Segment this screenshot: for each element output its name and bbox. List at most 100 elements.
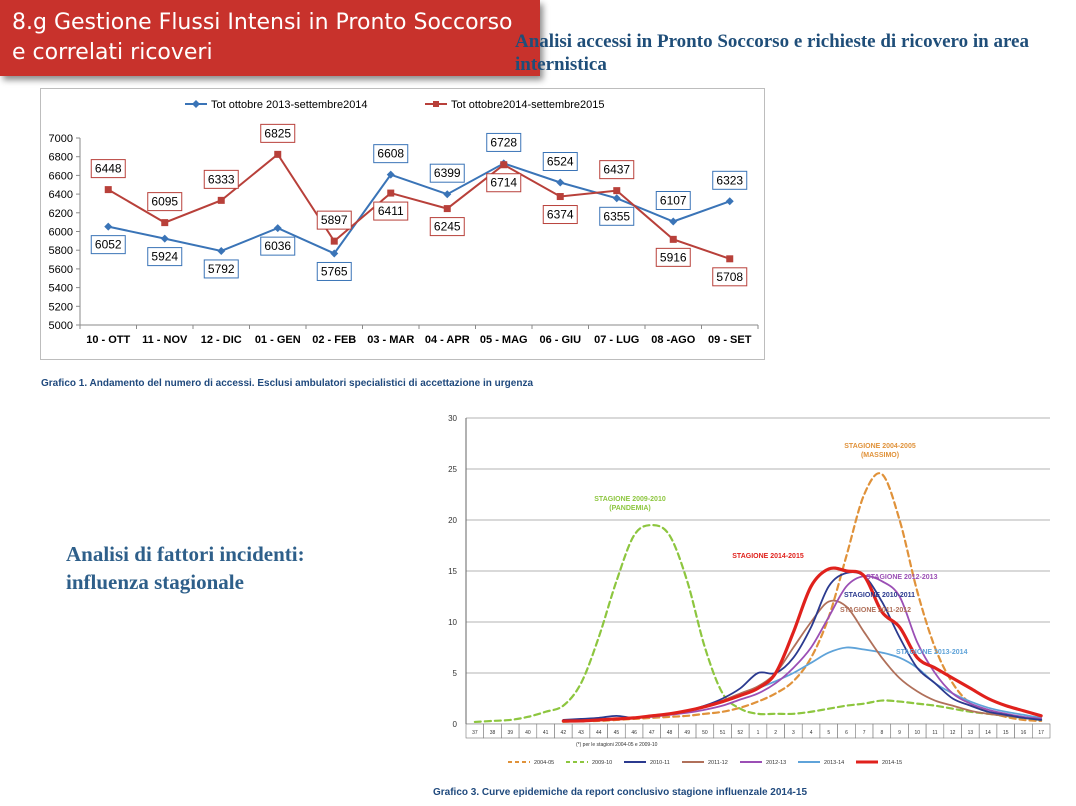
chart1-x-tick-label: 03 - MAR <box>367 334 414 346</box>
chart1-point <box>273 224 282 233</box>
chart1-data-label-box <box>429 217 465 237</box>
chart2-week-label: 39 <box>507 730 513 736</box>
chart1-y-tick-label: 6600 <box>49 170 73 182</box>
chart1-caption: Grafico 1. Andamento del numero di acces… <box>41 378 534 389</box>
chart2-legend-label: 2012-13 <box>766 760 786 766</box>
chart2-annotation: STAGIONE 2013-2014 <box>896 649 968 656</box>
chart2-series-curve <box>561 566 1043 723</box>
chart1-data-label: 5792 <box>208 262 235 276</box>
chart2-week-label: 8 <box>880 730 883 736</box>
chart1-point <box>613 187 621 195</box>
chart2-week-label: 40 <box>525 730 531 736</box>
chart1-data-label: 6052 <box>95 238 122 252</box>
chart2-series-curve <box>562 575 1043 722</box>
chart2-legend-label: 2010-11 <box>650 760 670 766</box>
chart1-data-label-box <box>316 261 352 281</box>
chart1-data-label: 6399 <box>434 166 461 180</box>
chart1-data-label: 6728 <box>490 135 517 149</box>
chart2-y-tick-label: 30 <box>448 414 457 423</box>
chart1-data-label: 6333 <box>208 172 235 186</box>
chart2-week-label: 45 <box>614 730 620 736</box>
chart1-data-label: 5924 <box>151 250 178 264</box>
chart2-annotation: STAGIONE 2011-2012 <box>840 607 911 614</box>
chart1-y-tick-label: 7000 <box>49 133 73 145</box>
page-subtitle: Analisi accessi in Pronto Soccorso e ric… <box>515 31 1029 75</box>
chart2-week-label: 46 <box>631 730 637 736</box>
chart1-data-label-box <box>90 159 126 179</box>
chart1-point <box>443 190 452 199</box>
chart1-x-tick-label: 06 - GIU <box>539 334 581 346</box>
chart1-point <box>217 196 225 204</box>
chart1-x-tick-label: 12 - DIC <box>201 334 242 346</box>
chart1-data-label: 6245 <box>434 220 461 234</box>
chart1-point <box>104 222 113 231</box>
chart1-y-tick-label: 6800 <box>49 152 73 164</box>
chart1-data-label-box <box>260 123 296 143</box>
chart1-data-label: 5897 <box>321 213 348 227</box>
chart1-data-label: 6608 <box>377 147 404 161</box>
chart2-week-label: 11 <box>932 730 937 736</box>
chart2-week-label: 43 <box>578 730 584 736</box>
chart1-data-label-box <box>429 163 465 183</box>
chart1-point <box>556 193 564 201</box>
chart1-data-label-box <box>712 170 748 190</box>
chart1-data-label-box <box>90 235 126 255</box>
chart1-data-label-box <box>373 144 409 164</box>
chart2-week-label: 50 <box>702 730 708 736</box>
chart2-week-label: 6 <box>845 730 848 736</box>
chart1-point <box>274 150 282 158</box>
chart2-series-curve <box>562 571 1043 721</box>
chart2-week-label: 7 <box>863 730 866 736</box>
chart1-data-label: 5916 <box>660 250 687 264</box>
chart2-week-label: 17 <box>1038 730 1044 736</box>
chart1-data-label: 6411 <box>378 204 404 218</box>
chart1-x-tick-label: 07 - LUG <box>594 334 639 346</box>
chart1-data-label-box <box>599 206 635 226</box>
side-heading: Analisi di fattori incidenti: influenza … <box>66 540 396 596</box>
chart1-y-tick-label: 6200 <box>49 208 73 220</box>
chart2-week-label: 12 <box>950 730 956 736</box>
chart1-data-label: 6107 <box>660 193 687 207</box>
chart1-point <box>500 161 508 169</box>
chart2-legend-label: 2013-14 <box>824 760 844 766</box>
chart1-data-label-box <box>316 210 352 230</box>
chart1-x-tick-label: 09 - SET <box>708 334 752 346</box>
chart1-data-label: 5765 <box>321 264 348 278</box>
chart1-legend-marker <box>192 100 200 108</box>
chart1-point <box>386 170 395 179</box>
chart1-data-label: 6036 <box>264 239 291 253</box>
chart2-week-label: 1 <box>757 730 760 736</box>
chart1-point <box>726 255 734 263</box>
chart2-week-label: 38 <box>490 730 496 736</box>
chart2-legend-label: 2004-05 <box>534 760 554 766</box>
chart2-week-label: 51 <box>720 730 726 736</box>
chart1-point <box>556 178 565 187</box>
chart1-point <box>669 235 677 243</box>
chart2-annotation: STAGIONE 2014-2015 <box>732 553 804 560</box>
chart2-y-tick-label: 0 <box>453 720 458 729</box>
chart1-point <box>612 194 621 203</box>
chart2-annotation: STAGIONE 2009-2010 <box>594 496 666 503</box>
chart1-data-label-box <box>373 201 409 221</box>
chart1-data-label: 6714 <box>490 176 517 190</box>
chart1-data-label: 6374 <box>547 208 574 222</box>
chart2-week-label: 15 <box>1003 730 1009 736</box>
chart1-data-label-box <box>486 132 522 152</box>
chart2-y-tick-label: 25 <box>448 465 457 474</box>
chart2-legend-label: 2009-10 <box>592 760 612 766</box>
chart1-data-label-box <box>147 247 183 267</box>
chart1-point <box>217 246 226 255</box>
side-heading-line1: Analisi di fattori incidenti: <box>66 542 305 566</box>
chart2-y-tick-label: 10 <box>448 618 457 627</box>
chart1-point <box>161 219 169 227</box>
chart1-series-line <box>108 162 731 255</box>
chart1-data-label: 5708 <box>716 270 743 284</box>
chart1-data-label-box <box>260 236 296 256</box>
chart1-data-label-box <box>486 173 522 193</box>
chart2-week-box <box>1032 723 1051 739</box>
chart2-legend-label: 2014-15 <box>882 760 902 766</box>
chart2-legend-label: 2011-12 <box>708 760 728 766</box>
chart2-annotation: STAGIONE 2010-2011 <box>844 592 915 599</box>
chart1-point <box>725 197 734 206</box>
